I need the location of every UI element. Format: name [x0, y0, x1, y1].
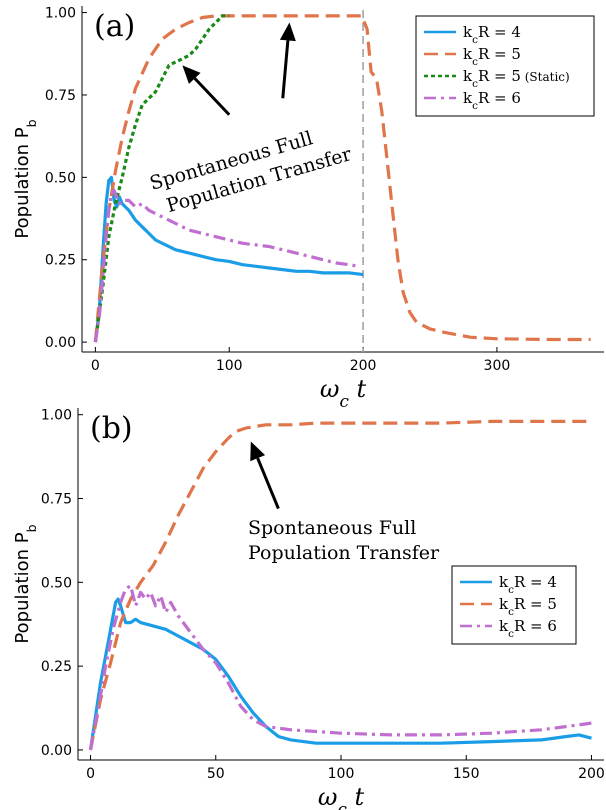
annotation-text: Spontaneous FullPopulation Transfer	[147, 118, 354, 220]
arrow-shaft	[281, 40, 290, 99]
y-axis-label: Population Pb	[12, 119, 39, 238]
arrow-shaft	[256, 457, 280, 510]
x-tick-label: 200	[578, 766, 605, 782]
series-line-4	[93, 188, 359, 343]
legend-label: kcR = 4	[499, 573, 557, 596]
x-axis-label: ωc t	[320, 375, 367, 411]
x-axis-label: ωc t	[318, 783, 365, 810]
legend-label: kcR = 6	[463, 89, 521, 112]
y-tick-label: 0.75	[41, 492, 72, 508]
x-tick-label: 50	[207, 766, 225, 782]
x-tick-label: 300	[484, 358, 511, 374]
legend-label: kcR = 4	[463, 23, 521, 46]
y-tick-label: 0.25	[41, 659, 72, 675]
x-tick-label: 0	[86, 766, 95, 782]
chart-panel-b: 0.00 0.25 0.50 0.75 1.00 0 50 100 150 200 ωc t Popu…	[12, 408, 605, 810]
x-tick-label: 150	[453, 766, 480, 782]
series-line-2	[88, 419, 592, 751]
arrow-head	[279, 22, 296, 42]
x-tick-label: 200	[350, 358, 377, 374]
y-tick-label: 1.00	[45, 6, 76, 22]
legend-label: kcR = 5 (Static)	[463, 67, 570, 90]
series-line-3	[93, 14, 230, 343]
arrow-head	[250, 441, 266, 462]
annotation-arrows	[250, 441, 280, 510]
panel-label: (a)	[94, 9, 135, 44]
series-line-3	[88, 584, 592, 751]
annotation-arrows	[182, 22, 296, 116]
y-tick-label: 0.00	[41, 743, 72, 759]
y-tick-label: 0.00	[45, 335, 76, 351]
series-line-2	[93, 14, 591, 343]
arrow-shaft	[193, 77, 231, 116]
x-tick-label: 0	[91, 358, 100, 374]
y-tick-label: 0.50	[45, 170, 76, 186]
chart-panel-a: 0.00 0.25 0.50 0.75 1.00 0 100 200 300 ωc t Popula…	[12, 6, 604, 411]
y-tick-label: 0.75	[45, 88, 76, 104]
y-tick-label: 1.00	[41, 408, 72, 424]
panel-label: (b)	[90, 411, 133, 446]
y-tick-label: 0.50	[41, 575, 72, 591]
x-tick-label: 100	[216, 358, 243, 374]
arrow-head	[182, 65, 201, 84]
x-tick-label: 100	[328, 766, 355, 782]
y-tick-label: 0.25	[45, 253, 76, 269]
legend-label: kcR = 5	[499, 595, 557, 618]
legend-label: kcR = 6	[499, 617, 557, 640]
series-line-1	[93, 175, 364, 343]
y-axis-label: Population Pb	[12, 524, 39, 643]
legend-label: kcR = 5	[463, 45, 521, 68]
